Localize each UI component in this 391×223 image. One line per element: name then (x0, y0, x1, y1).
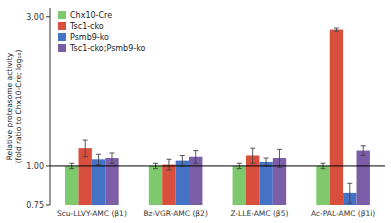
y-tick-label: 0.75 (26, 201, 44, 210)
error-bar (109, 153, 114, 163)
error-bar (361, 146, 366, 156)
error-bar-stem (85, 140, 86, 157)
error-bar-stem (111, 153, 112, 163)
legend-swatch (58, 33, 66, 41)
bar (65, 166, 78, 205)
y-axis-line (50, 8, 51, 205)
x-tick-label: Z-LLE-AMC (β5) (230, 209, 288, 218)
y-tick-label: 3.00 (26, 13, 44, 22)
bar (357, 151, 370, 205)
y-axis-label: Relative proteasome activity(fold ratio … (5, 50, 23, 164)
bar (176, 161, 189, 205)
error-bar-cap (96, 154, 101, 155)
plot-area (50, 28, 385, 205)
bar (189, 157, 202, 205)
bar (246, 155, 259, 205)
error-bar-stem (266, 158, 267, 166)
error-bar (250, 148, 255, 163)
error-bar-cap (237, 168, 242, 169)
error-bar-cap (166, 159, 171, 160)
bar (162, 165, 175, 205)
error-bar-cap (347, 183, 352, 184)
error-bar-cap (250, 163, 255, 164)
error-bar-cap (321, 168, 326, 169)
legend-label: Chx10-Cre (70, 11, 112, 20)
error-bar-cap (109, 163, 114, 164)
y-axis-label-line: (fold ratio to Chx10-Cre; log₁₀) (14, 50, 23, 164)
error-bar-cap (277, 167, 282, 168)
y-tick (46, 16, 50, 17)
error-bar (347, 183, 352, 203)
error-bar-stem (363, 146, 364, 156)
error-bar-cap (83, 156, 88, 157)
y-tick (46, 205, 50, 206)
x-tick-label: Bz-VGR-AMC (β2) (143, 209, 207, 218)
error-bar-cap (277, 149, 282, 150)
x-tick-label: Scu-LLVY-AMC (β1) (57, 209, 127, 218)
legend-swatch (58, 11, 66, 19)
error-bar-cap (69, 168, 74, 169)
error-bar (180, 155, 185, 165)
bar (78, 148, 91, 205)
chart: 0.75 1.00 3.00 Relative proteasome activity… (0, 0, 391, 223)
error-bar-cap (109, 152, 114, 153)
error-bar (83, 140, 88, 157)
error-bar-stem (279, 149, 280, 167)
error-bar (264, 158, 269, 166)
x-tick-label: Ac-PAL-AMC (β1i) (311, 209, 375, 218)
error-bar-cap (250, 148, 255, 149)
error-bar-cap (334, 28, 339, 29)
baseline (50, 165, 385, 166)
error-bar-cap (69, 163, 74, 164)
error-bar (277, 149, 282, 167)
legend-label: Tsc1-cko (69, 22, 104, 31)
bar (259, 162, 272, 205)
bar (149, 166, 162, 205)
legend-label: Tsc1-cko;Psmb9-ko (69, 44, 145, 53)
error-bar-cap (83, 140, 88, 141)
error-bar-stem (195, 151, 196, 164)
error-bar-cap (180, 155, 185, 156)
error-bar-stem (252, 148, 253, 163)
error-bar-cap (153, 168, 158, 169)
bar (330, 30, 343, 205)
error-bar-cap (96, 164, 101, 165)
error-bar (166, 159, 171, 170)
error-bar-stem (98, 154, 99, 164)
error-bar-cap (193, 150, 198, 151)
error-bar-cap (361, 155, 366, 156)
error-bar-cap (321, 163, 326, 164)
bar (316, 166, 329, 205)
error-bar-cap (193, 163, 198, 164)
error-bar-cap (153, 163, 158, 164)
error-bar-cap (334, 31, 339, 32)
error-bar-stem (168, 159, 169, 170)
error-bar-stem (182, 155, 183, 165)
bar (233, 166, 246, 205)
error-bar (96, 154, 101, 164)
error-bar-cap (166, 170, 171, 171)
legend-swatch (58, 44, 66, 52)
y-axis-label-line: Relative proteasome activity (5, 52, 14, 160)
y-tick (46, 165, 50, 166)
error-bar-cap (347, 203, 352, 204)
bar (105, 158, 118, 205)
error-bar-cap (237, 163, 242, 164)
error-bar-stem (349, 183, 350, 203)
y-tick-label: 1.00 (26, 162, 44, 171)
error-bar (193, 151, 198, 164)
error-bar (334, 28, 339, 31)
legend: Chx10-Cre Tsc1-cko Psmb9-ko Tsc1-cko;Psmb9-… (58, 11, 145, 53)
legend-label: Psmb9-ko (70, 33, 109, 42)
error-bar-cap (361, 145, 366, 146)
error-bar-cap (264, 158, 269, 159)
legend-swatch (58, 22, 66, 30)
